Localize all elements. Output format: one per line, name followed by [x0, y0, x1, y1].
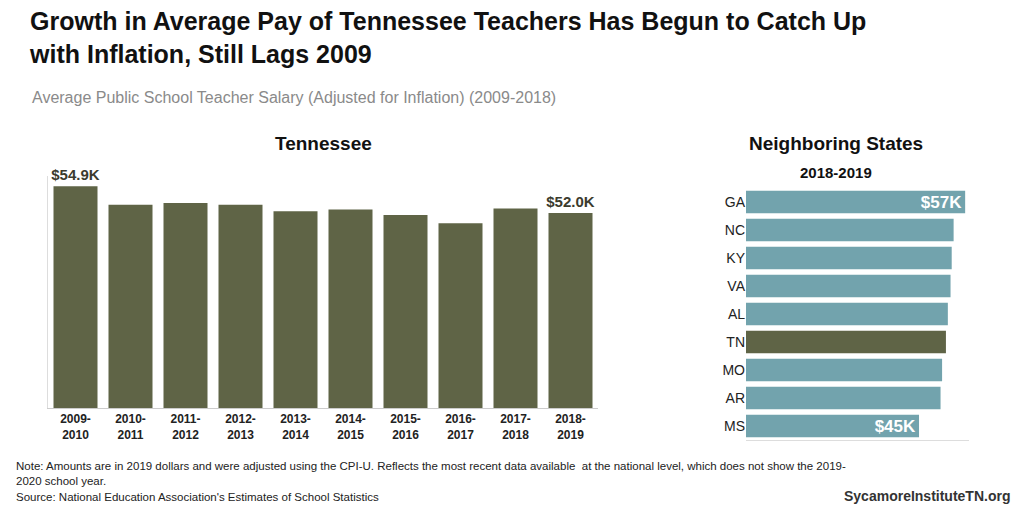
svg-text:Note: Amounts are in 2019 doll: Note: Amounts are in 2019 dollars and we…: [16, 460, 846, 487]
svg-text:$54.9K: $54.9K: [51, 166, 100, 183]
svg-text:Neighboring States: Neighboring States: [749, 133, 923, 154]
svg-text:GA: GA: [725, 194, 746, 210]
svg-text:MO: MO: [722, 362, 745, 378]
svg-text:Source: National Education Ass: Source: National Education Association's…: [16, 491, 379, 503]
svg-text:Tennessee: Tennessee: [275, 133, 372, 154]
svg-text:SycamoreInstituteTN.org: SycamoreInstituteTN.org: [844, 488, 1010, 504]
svg-text:2015-2016: 2015-2016: [390, 412, 421, 442]
svg-text:KY: KY: [726, 250, 745, 266]
svg-text:2011-2012: 2011-2012: [170, 412, 200, 442]
svg-text:AR: AR: [726, 390, 745, 406]
svg-text:MS: MS: [724, 418, 745, 434]
svg-text:Growth in Average Pay of Tenne: Growth in Average Pay of Tennessee Teach…: [29, 7, 866, 68]
svg-text:2013-2014: 2013-2014: [280, 412, 311, 442]
svg-text:$52.0K: $52.0K: [546, 193, 595, 210]
svg-text:Average Public School Teacher: Average Public School Teacher Salary (Ad…: [32, 89, 556, 106]
svg-text:2017-2018: 2017-2018: [500, 412, 531, 442]
svg-text:2016-2017: 2016-2017: [445, 412, 476, 442]
svg-text:AL: AL: [728, 306, 745, 322]
svg-text:TN: TN: [726, 334, 745, 350]
svg-text:2018-2019: 2018-2019: [555, 412, 586, 442]
svg-text:2018-2019: 2018-2019: [800, 164, 872, 181]
svg-text:VA: VA: [727, 278, 745, 294]
svg-text:NC: NC: [725, 222, 745, 238]
svg-text:$45K: $45K: [875, 417, 916, 436]
svg-text:$57K: $57K: [921, 193, 962, 212]
svg-text:2012-2013: 2012-2013: [225, 412, 256, 442]
svg-text:2009-2010: 2009-2010: [60, 412, 91, 442]
svg-text:2014-2015: 2014-2015: [335, 412, 366, 442]
svg-text:2010-2011: 2010-2011: [115, 412, 146, 442]
